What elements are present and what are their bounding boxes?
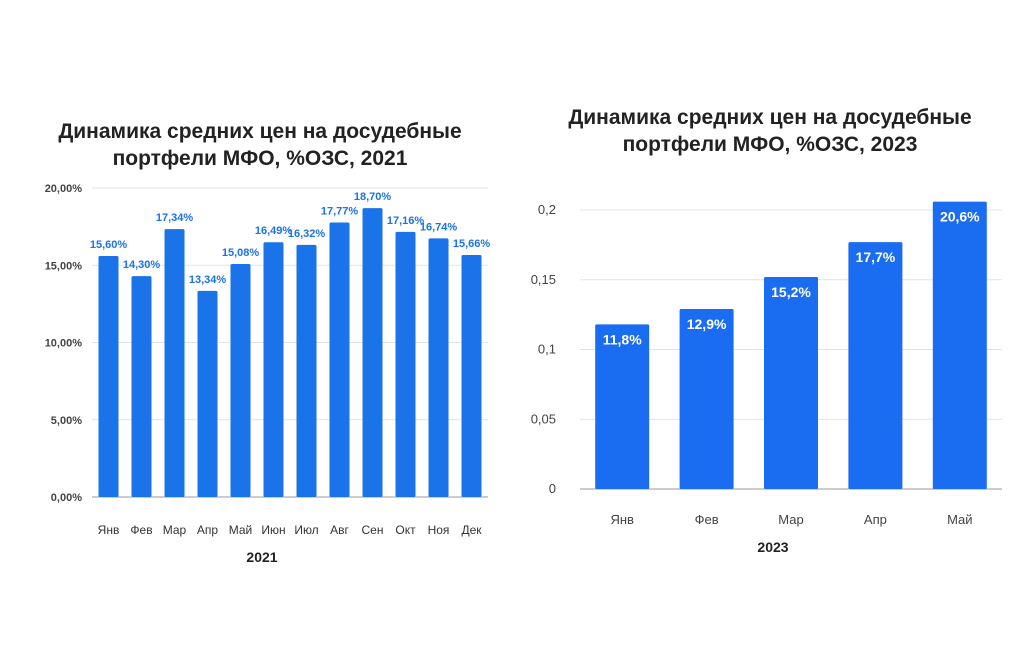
chart-2023-bar [679, 309, 734, 489]
chart-2021-data-label: 15,66% [453, 238, 491, 250]
chart-2023-title-line-1: Динамика средних цен на досудебные [568, 106, 971, 129]
chart-2021-bar [362, 208, 383, 497]
chart-2021-bar [329, 222, 350, 498]
chart-2021-x-tick-label: Окт [395, 523, 416, 537]
chart-2021-bar [131, 276, 152, 497]
chart-2021-x-tick-label: Май [229, 523, 253, 537]
chart-2023-x-axis-title: 2023 [757, 539, 788, 555]
chart-2021-x-tick-label: Июл [294, 523, 318, 537]
chart-2021-bar [230, 264, 251, 497]
chart-2021: Динамика средних цен на досудебные портф… [45, 120, 491, 565]
chart-2021-data-label: 18,70% [354, 191, 392, 203]
chart-2021-data-label: 15,60% [90, 239, 128, 251]
chart-2023-x-tick-label: Мар [778, 512, 803, 527]
chart-2023-y-tick-label: 0,1 [538, 342, 556, 357]
chart-2023-y-tick-label: 0,2 [538, 202, 556, 217]
chart-2021-data-label: 17,16% [387, 215, 425, 227]
chart-2021-bar [197, 290, 218, 497]
chart-2021-data-label: 14,30% [123, 259, 161, 271]
chart-2021-x-tick-label: Авг [330, 523, 349, 537]
chart-2021-title-line-1: Динамика средних цен на досудебные [58, 120, 461, 143]
chart-2021-x-tick-label: Мар [163, 523, 187, 537]
chart-2023-bar [595, 324, 650, 489]
chart-2021-data-label: 15,08% [222, 247, 260, 259]
chart-2023-data-label: 17,7% [856, 249, 896, 265]
chart-2023-y-tick-label: 0 [549, 481, 556, 496]
chart-2021-bar [428, 238, 449, 497]
chart-2021-x-axis-title: 2021 [246, 549, 277, 565]
chart-2021-x-tick-label: Янв [98, 523, 120, 537]
chart-2021-bar [263, 242, 284, 497]
chart-2023-x-tick-label: Янв [610, 512, 634, 527]
chart-2021-data-label: 16,49% [255, 225, 293, 237]
chart-2021-x-tick-label: Фев [130, 523, 152, 537]
chart-2023-data-label: 15,2% [771, 284, 811, 300]
chart-2023-title-line-2: портфели МФО, %ОЗС, 2023 [623, 133, 918, 156]
chart-2021-y-tick-label: 20,00% [45, 183, 83, 195]
chart-2021-data-label: 13,34% [189, 274, 227, 286]
chart-2021-y-tick-label: 5,00% [51, 415, 82, 427]
chart-2021-y-tick-label: 10,00% [45, 338, 83, 350]
chart-2021-x-tick-label: Ноя [428, 523, 450, 537]
chart-2023-bar [848, 242, 903, 489]
chart-2021-y-tick-label: 15,00% [45, 260, 83, 272]
chart-2023-data-label: 12,9% [687, 316, 727, 332]
chart-2023-y-tick-label: 0,05 [531, 411, 556, 426]
chart-2021-x-tick-label: Дек [461, 523, 482, 537]
chart-2023-y-tick-label: 0,15 [531, 272, 556, 287]
chart-2023-bar [932, 201, 987, 489]
chart-2021-bar [296, 244, 317, 497]
chart-2021-title-line-2: портфели МФО, %ОЗС, 2021 [113, 147, 408, 170]
chart-2021-bar [461, 255, 482, 497]
chart-2021-bar [395, 231, 416, 498]
chart-2023-data-label: 11,8% [603, 331, 642, 347]
chart-2021-data-label: 16,74% [420, 221, 458, 233]
chart-2021-data-label: 16,32% [288, 228, 326, 240]
chart-2021-data-label: 17,34% [156, 212, 194, 224]
chart-2023-data-label: 20,6% [940, 209, 980, 225]
chart-2021-y-tick-label: 0,00% [51, 492, 82, 504]
chart-2021-x-tick-label: Сен [362, 523, 384, 537]
chart-2023-x-tick-label: Фев [695, 512, 719, 527]
chart-2021-bar [98, 255, 119, 497]
chart-2023-x-tick-label: Апр [864, 512, 887, 527]
chart-2021-bar [164, 229, 185, 498]
chart-2021-x-tick-label: Апр [197, 523, 219, 537]
chart-2023: Динамика средних цен на досудебные портф… [531, 106, 1002, 555]
chart-2023-bar [764, 276, 818, 489]
chart-2021-data-label: 17,77% [321, 205, 359, 217]
chart-2023-x-tick-label: Май [947, 512, 972, 527]
chart-2021-x-tick-label: Июн [261, 523, 285, 537]
